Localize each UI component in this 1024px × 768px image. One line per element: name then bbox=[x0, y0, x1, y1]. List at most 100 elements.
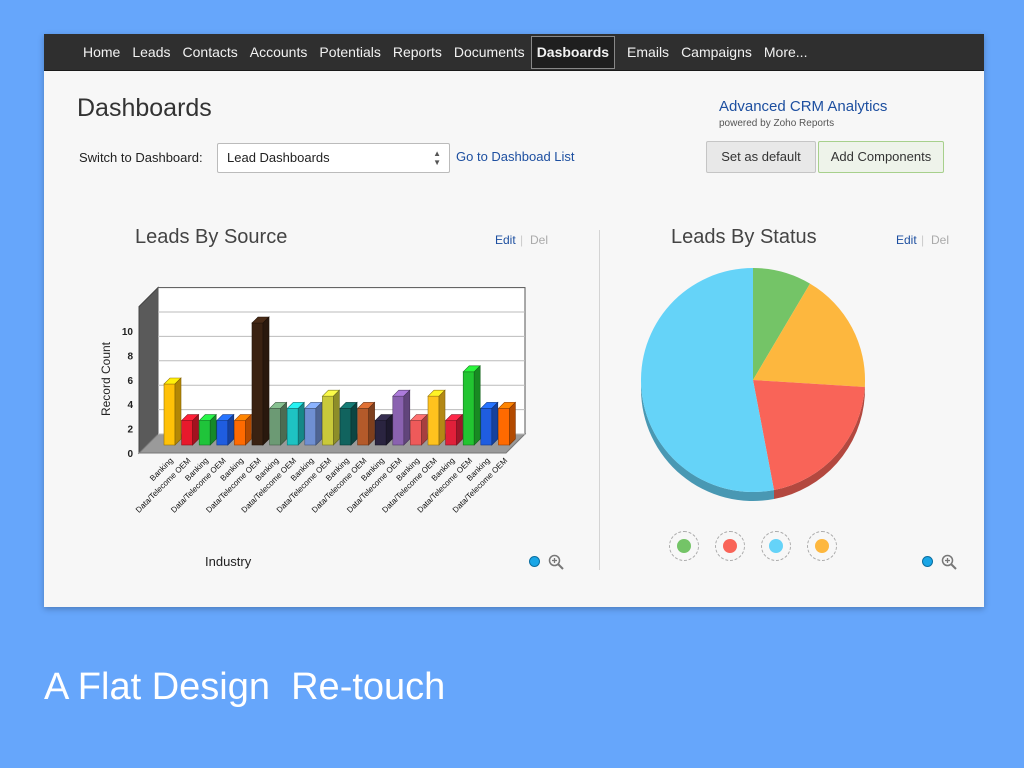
nav-campaigns[interactable]: Campaigns bbox=[681, 43, 752, 60]
nav-potentials[interactable]: Potentials bbox=[319, 43, 381, 60]
bar-x-axis-label: Industry bbox=[205, 554, 252, 569]
bar bbox=[498, 408, 510, 446]
bar bbox=[216, 420, 229, 446]
pie-legend-item-4[interactable] bbox=[807, 531, 837, 561]
bar-y-tick-label: 8 bbox=[127, 351, 133, 362]
bar-side bbox=[438, 389, 446, 446]
bar-side bbox=[385, 413, 393, 446]
bar bbox=[198, 420, 211, 446]
pie-zoom-in-icon[interactable] bbox=[941, 554, 957, 570]
pie-slice bbox=[753, 380, 865, 491]
bar-side bbox=[403, 389, 411, 446]
pie-slice bbox=[753, 268, 811, 380]
pie-del-link[interactable]: Del bbox=[931, 233, 950, 247]
bar bbox=[462, 371, 475, 446]
pie-slice bbox=[753, 283, 865, 388]
switch-dashboard-label: Switch to Dashboard: bbox=[79, 150, 203, 165]
bar bbox=[181, 420, 193, 446]
panel-divider bbox=[599, 230, 600, 570]
bar-side bbox=[421, 413, 428, 446]
bar-side bbox=[174, 377, 182, 446]
bar-view-toggle[interactable] bbox=[529, 556, 540, 567]
bar-side bbox=[473, 365, 481, 446]
bar-chart-side-wall bbox=[138, 286, 159, 455]
bar bbox=[304, 408, 317, 446]
bar-edit-link[interactable]: Edit bbox=[495, 233, 516, 247]
nav-reports[interactable]: Reports bbox=[392, 43, 442, 60]
bar-side bbox=[245, 413, 252, 446]
bar-side bbox=[491, 401, 499, 446]
bar-side bbox=[368, 401, 375, 446]
bar-y-tick-label: 0 bbox=[127, 449, 133, 460]
bar bbox=[357, 408, 369, 446]
pie-legend-item-1[interactable] bbox=[669, 531, 699, 561]
bar bbox=[392, 395, 405, 446]
brand-subtitle: powered by Zoho Reports bbox=[719, 118, 835, 129]
nav-contacts[interactable]: Contacts bbox=[182, 43, 238, 60]
bar bbox=[374, 420, 387, 446]
brand-block: Advanced CRM Analytics powered by Zoho R… bbox=[719, 98, 887, 129]
nav-more[interactable]: More... bbox=[763, 43, 808, 60]
bar-y-tick-label: 10 bbox=[122, 327, 134, 338]
bar bbox=[339, 408, 352, 446]
dashboard-window: Home Leads Contacts Accounts Potentials … bbox=[44, 34, 984, 607]
pie-legend-item-2[interactable] bbox=[715, 531, 745, 561]
goto-dashboard-list-link[interactable]: Go to Dashboad List bbox=[456, 149, 575, 164]
bar-side bbox=[262, 316, 270, 446]
legend-dot-icon bbox=[677, 539, 691, 553]
bar-zoom-in-icon[interactable] bbox=[548, 554, 564, 570]
bar-side bbox=[209, 413, 217, 446]
page-title: Dashboards bbox=[77, 94, 212, 122]
pie-legend-item-3[interactable] bbox=[761, 531, 791, 561]
bar-side bbox=[227, 413, 235, 446]
bar-side bbox=[315, 401, 323, 446]
add-components-button[interactable]: Add Components bbox=[818, 141, 944, 173]
bar bbox=[286, 408, 299, 446]
set-default-button[interactable]: Set as default bbox=[706, 141, 816, 173]
pie-slice-side bbox=[773, 387, 865, 500]
nav-emails[interactable]: Emails bbox=[627, 43, 670, 60]
nav-documents[interactable]: Documents bbox=[453, 43, 525, 60]
bar-side bbox=[456, 413, 463, 446]
pie-slice bbox=[641, 268, 774, 492]
nav-accounts[interactable]: Accounts bbox=[249, 43, 308, 60]
bar-side bbox=[297, 401, 305, 446]
bar-side bbox=[350, 401, 358, 446]
legend-dot-icon bbox=[723, 539, 737, 553]
pie-link-separator: | bbox=[921, 233, 925, 247]
pie-edit-link[interactable]: Edit bbox=[896, 233, 917, 247]
bar-chart-title: Leads By Source bbox=[135, 226, 288, 248]
bar bbox=[322, 395, 334, 446]
nav-dashboards[interactable]: Dasboards bbox=[530, 35, 616, 69]
dashboard-select[interactable]: Lead Dashboards ▲ ▼ bbox=[217, 143, 450, 173]
pie-chart-title: Leads By Status bbox=[671, 226, 817, 248]
bar-y-tick-label: 6 bbox=[127, 376, 133, 387]
pie-view-toggle[interactable] bbox=[922, 556, 933, 567]
nav-home[interactable]: Home bbox=[83, 43, 121, 60]
bar-side bbox=[280, 401, 287, 446]
bar-y-tick-label: 2 bbox=[127, 425, 133, 436]
legend-dot-icon bbox=[815, 539, 829, 553]
bar-side bbox=[192, 413, 199, 446]
bar-y-axis-label: Record Count bbox=[99, 341, 113, 416]
top-nav: Home Leads Contacts Accounts Potentials … bbox=[44, 34, 984, 71]
bar bbox=[410, 420, 422, 446]
bar-side bbox=[333, 389, 340, 446]
bar bbox=[163, 383, 176, 446]
select-arrows-icon: ▲ ▼ bbox=[433, 149, 441, 167]
legend-dot-icon bbox=[769, 539, 783, 553]
bar bbox=[269, 408, 281, 446]
brand-title[interactable]: Advanced CRM Analytics bbox=[719, 98, 888, 115]
bar bbox=[480, 408, 493, 446]
bar bbox=[251, 322, 264, 446]
bar bbox=[427, 395, 440, 446]
dashboard-select-value: Lead Dashboards bbox=[227, 150, 330, 165]
bar-y-tick-label: 4 bbox=[127, 400, 133, 411]
caption-text: A Flat Design Re-touch bbox=[44, 666, 446, 708]
bar-link-separator: | bbox=[520, 233, 524, 247]
nav-leads[interactable]: Leads bbox=[132, 43, 171, 60]
bar bbox=[234, 420, 246, 446]
bar-del-link[interactable]: Del bbox=[530, 233, 549, 247]
bar-side bbox=[509, 401, 516, 446]
